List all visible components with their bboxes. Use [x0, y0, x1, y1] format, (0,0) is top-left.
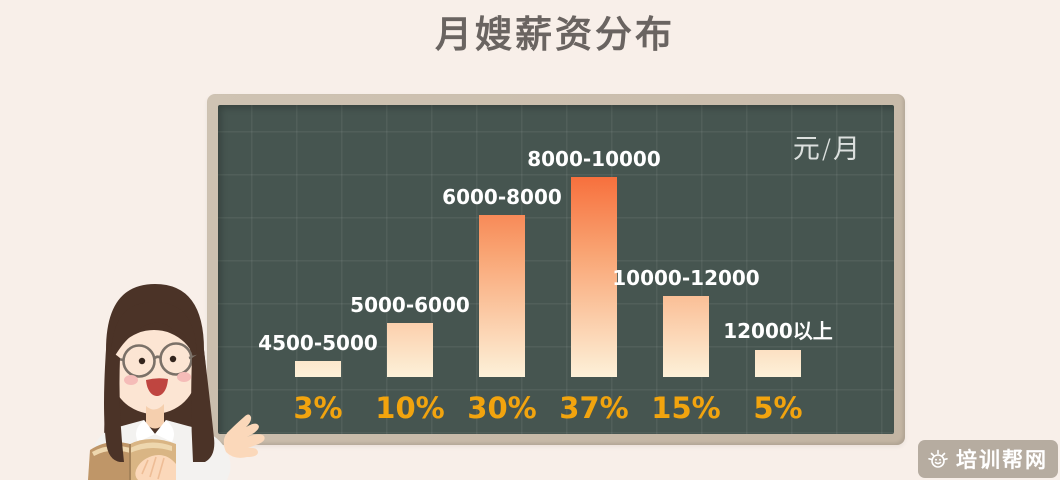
category-label: 12000以上 [723, 319, 833, 343]
value-label: 5% [753, 391, 803, 425]
teacher-fingers [141, 456, 165, 480]
value-label: 30% [467, 391, 537, 425]
bar-12000以上 [755, 350, 801, 377]
value-label: 3% [293, 391, 343, 425]
teacher-neck [146, 404, 164, 429]
teacher-hair-strand [104, 350, 124, 462]
category-label: 6000-8000 [442, 185, 562, 209]
category-label: 5000-6000 [350, 293, 470, 317]
teacher-hand-right [223, 414, 265, 458]
watermark-text: 培训帮网 [956, 448, 1048, 472]
teacher-mouth [146, 378, 168, 396]
teacher-eye-right [169, 355, 177, 363]
category-label: 4500-5000 [258, 331, 378, 355]
teacher-collar [155, 420, 174, 442]
value-label: 15% [651, 391, 721, 425]
category-label: 8000-10000 [527, 147, 661, 171]
bar-6000-8000 [479, 215, 525, 377]
watermark-badge: 培训帮网 [918, 440, 1058, 478]
teacher-hair-strand [191, 350, 215, 462]
blackboard-frame: 元/月 4500-5000 3% 5000-6000 10% 6000-8000 30% 8… [207, 94, 905, 445]
teacher-eye-left [138, 357, 146, 365]
bar-10000-12000 [663, 296, 709, 377]
teacher-blush-left [124, 375, 138, 385]
teacher-hand-left [135, 455, 176, 480]
sun-face-icon [928, 449, 948, 468]
teacher-blush-right [177, 372, 191, 382]
bar-chart: 4500-5000 3% 5000-6000 10% 6000-8000 30% 8000-… [218, 105, 894, 434]
teacher-glasses-icon [110, 342, 198, 378]
unit-label: 元/月 [792, 134, 862, 165]
blackboard-surface: 元/月 4500-5000 3% 5000-6000 10% 6000-8000 30% 8… [218, 105, 894, 434]
teacher-face [111, 330, 197, 414]
teacher-illustration [88, 284, 265, 480]
teacher-collar [136, 420, 155, 442]
value-label: 10% [375, 391, 445, 425]
category-label: 10000-12000 [612, 266, 760, 290]
teacher-bangs [110, 302, 198, 364]
bar-5000-6000 [387, 323, 433, 377]
value-label: 37% [559, 391, 629, 425]
page-title: 月嫂薪资分布 [435, 13, 675, 56]
bar-8000-10000 [571, 177, 617, 377]
bar-4500-5000 [295, 361, 341, 377]
